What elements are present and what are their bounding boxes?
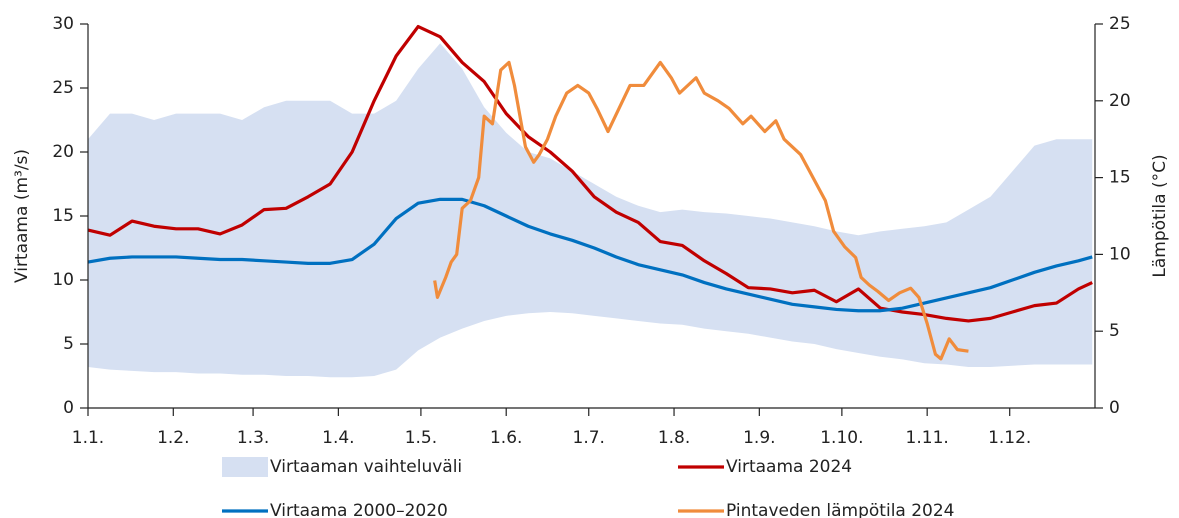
- legend-swatch: [222, 457, 268, 477]
- x-tick-label: 1.10.: [820, 428, 863, 448]
- legend-item: Virtaama 2024: [678, 457, 852, 477]
- y2-axis-label: Lämpötila (°C): [1150, 154, 1170, 277]
- x-tick-label: 1.11.: [906, 428, 949, 448]
- x-tick-label: 1.1.: [72, 428, 104, 448]
- y-tick-label: 0: [63, 398, 74, 418]
- legend-label: Virtaaman vaihteluväli: [270, 457, 462, 477]
- y-tick-label: 25: [52, 78, 74, 98]
- x-tick-label: 1.12.: [988, 428, 1031, 448]
- series-line: [87, 197, 1093, 313]
- x-tick-label: 1.8.: [658, 428, 690, 448]
- y2-tick-label: 5: [1109, 321, 1120, 341]
- legend-item: Virtaama 2000–2020: [222, 501, 448, 518]
- x-tick-label: 1.2.: [157, 428, 189, 448]
- x-tick-label: 1.9.: [743, 428, 775, 448]
- x-tick-label: 1.6.: [490, 428, 522, 448]
- y2-tick-label: 0: [1109, 398, 1120, 418]
- y2-tick-label: 20: [1109, 91, 1131, 111]
- y2-tick-label: 25: [1109, 14, 1131, 34]
- y-tick-label: 15: [52, 206, 74, 226]
- range-band: [88, 43, 1093, 378]
- x-tick-label: 1.4.: [322, 428, 354, 448]
- legend-label: Pintaveden lämpötila 2024: [726, 501, 955, 518]
- y2-tick-label: 15: [1109, 168, 1131, 188]
- x-tick-label: 1.3.: [237, 428, 269, 448]
- x-tick-label: 1.7.: [573, 428, 605, 448]
- legend-item: Virtaaman vaihteluväli: [222, 457, 462, 477]
- series-line: [433, 60, 969, 361]
- y-tick-label: 30: [52, 14, 74, 34]
- y-tick-label: 10: [52, 270, 74, 290]
- legend-label: Virtaama 2000–2020: [270, 501, 448, 518]
- y-tick-label: 5: [63, 334, 74, 354]
- y-axis-label: Virtaama (m³/s): [12, 149, 32, 283]
- y-tick-label: 20: [52, 142, 74, 162]
- x-tick-label: 1.5.: [405, 428, 437, 448]
- y2-tick-label: 10: [1109, 244, 1131, 264]
- legend-label: Virtaama 2024: [726, 457, 852, 477]
- legend-item: Pintaveden lämpötila 2024: [678, 501, 955, 518]
- series-line: [87, 24, 1093, 323]
- plot-area: [87, 24, 1093, 378]
